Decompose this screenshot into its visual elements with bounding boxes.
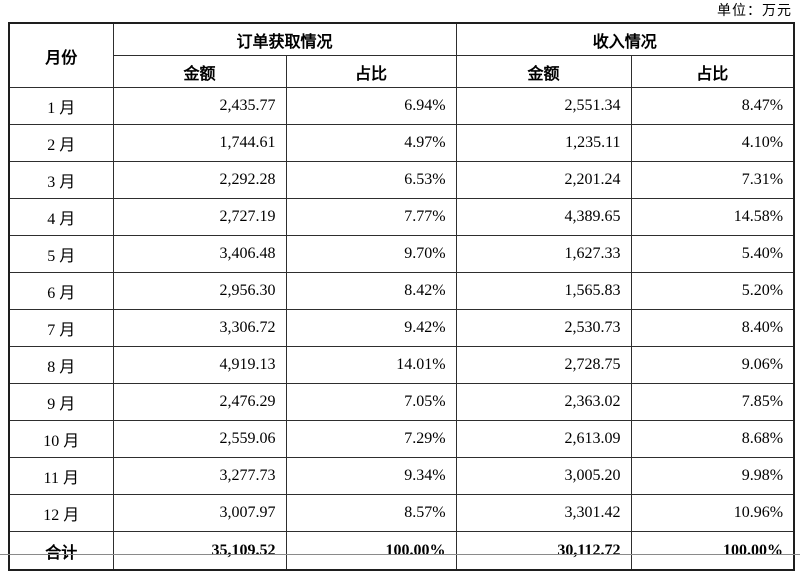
- income-amount-cell: 1,627.33: [455, 235, 632, 273]
- order-amount-cell: 2,559.06: [112, 420, 287, 458]
- page-bottom-rule: [0, 554, 800, 555]
- income-amount-cell: 1,565.83: [455, 272, 632, 310]
- table-row: 3 月 2,292.28 6.53% 2,201.24 7.31%: [8, 161, 795, 199]
- income-ratio-cell: 9.98%: [630, 457, 795, 495]
- total-income-ratio-cell: 100.00%: [630, 531, 795, 571]
- month-cell: 11 月: [8, 457, 114, 495]
- income-amount-cell: 2,201.24: [455, 161, 632, 199]
- table-row: 10 月 2,559.06 7.29% 2,613.09 8.68%: [8, 420, 795, 458]
- order-amount-cell: 3,306.72: [112, 309, 287, 347]
- table-row: 1 月 2,435.77 6.94% 2,551.34 8.47%: [8, 87, 795, 125]
- header-row-sub: 金额 占比 金额 占比: [9, 55, 795, 88]
- order-amount-cell: 3,406.48: [112, 235, 287, 273]
- header-month: 月份: [8, 22, 114, 88]
- month-cell: 10 月: [8, 420, 114, 458]
- order-ratio-cell: 6.53%: [285, 161, 457, 199]
- income-amount-cell: 2,613.09: [455, 420, 632, 458]
- table-row: 4 月 2,727.19 7.77% 4,389.65 14.58%: [8, 198, 795, 236]
- header-row-groups: 月份 订单获取情况 收入情况: [8, 22, 795, 88]
- order-amount-cell: 3,007.97: [112, 494, 287, 532]
- order-ratio-cell: 8.42%: [285, 272, 457, 310]
- order-amount-cell: 2,956.30: [112, 272, 287, 310]
- month-cell: 6 月: [8, 272, 114, 310]
- income-amount-cell: 2,530.73: [455, 309, 632, 347]
- order-ratio-cell: 9.70%: [285, 235, 457, 273]
- income-ratio-cell: 5.40%: [630, 235, 795, 273]
- month-cell: 5 月: [8, 235, 114, 273]
- month-cell: 7 月: [8, 309, 114, 347]
- month-cell: 8 月: [8, 346, 114, 384]
- header-order-ratio: 占比: [285, 55, 457, 88]
- income-ratio-cell: 7.31%: [630, 161, 795, 199]
- order-amount-cell: 4,919.13: [112, 346, 287, 384]
- income-amount-cell: 2,363.02: [455, 383, 632, 421]
- order-ratio-cell: 14.01%: [285, 346, 457, 384]
- header-income-group: 收入情况: [455, 22, 795, 56]
- income-ratio-cell: 8.47%: [630, 87, 795, 125]
- table-row: 12 月 3,007.97 8.57% 3,301.42 10.96%: [8, 494, 795, 532]
- month-cell: 4 月: [8, 198, 114, 236]
- income-ratio-cell: 10.96%: [630, 494, 795, 532]
- order-ratio-cell: 7.77%: [285, 198, 457, 236]
- total-income-amount-cell: 30,112.72: [455, 531, 632, 571]
- month-cell: 3 月: [8, 161, 114, 199]
- income-ratio-cell: 7.85%: [630, 383, 795, 421]
- order-amount-cell: 2,435.77: [112, 87, 287, 125]
- month-cell: 9 月: [8, 383, 114, 421]
- order-amount-cell: 2,727.19: [112, 198, 287, 236]
- table-row: 7 月 3,306.72 9.42% 2,530.73 8.40%: [8, 309, 795, 347]
- order-amount-cell: 1,744.61: [112, 124, 287, 162]
- income-ratio-cell: 14.58%: [630, 198, 795, 236]
- total-order-ratio-cell: 100.00%: [285, 531, 457, 571]
- income-amount-cell: 4,389.65: [455, 198, 632, 236]
- income-amount-cell: 3,005.20: [455, 457, 632, 495]
- income-amount-cell: 2,728.75: [455, 346, 632, 384]
- month-cell: 12 月: [8, 494, 114, 532]
- order-amount-cell: 2,476.29: [112, 383, 287, 421]
- table-row: 6 月 2,956.30 8.42% 1,565.83 5.20%: [8, 272, 795, 310]
- income-ratio-cell: 8.68%: [630, 420, 795, 458]
- income-ratio-cell: 5.20%: [630, 272, 795, 310]
- order-ratio-cell: 7.05%: [285, 383, 457, 421]
- total-order-amount-cell: 35,109.52: [112, 531, 287, 571]
- income-ratio-cell: 9.06%: [630, 346, 795, 384]
- table-row: 5 月 3,406.48 9.70% 1,627.33 5.40%: [8, 235, 795, 273]
- header-income-ratio: 占比: [630, 55, 795, 88]
- month-cell: 1 月: [8, 87, 114, 125]
- order-amount-cell: 2,292.28: [112, 161, 287, 199]
- header-order-amount: 金额: [112, 55, 287, 88]
- unit-label: 单位：万元: [717, 4, 792, 19]
- order-ratio-cell: 9.42%: [285, 309, 457, 347]
- monthly-order-income-table: 月份 订单获取情况 收入情况 金额 占比 金额 占比 1 月 2,435.77 …: [8, 22, 796, 571]
- order-ratio-cell: 8.57%: [285, 494, 457, 532]
- order-ratio-cell: 6.94%: [285, 87, 457, 125]
- header-income-amount: 金额: [455, 55, 632, 88]
- table-row: 11 月 3,277.73 9.34% 3,005.20 9.98%: [8, 457, 795, 495]
- order-ratio-cell: 4.97%: [285, 124, 457, 162]
- income-amount-cell: 3,301.42: [455, 494, 632, 532]
- order-amount-cell: 3,277.73: [112, 457, 287, 495]
- income-ratio-cell: 4.10%: [630, 124, 795, 162]
- income-amount-cell: 1,235.11: [455, 124, 632, 162]
- table-row: 8 月 4,919.13 14.01% 2,728.75 9.06%: [8, 346, 795, 384]
- table-row: 2 月 1,744.61 4.97% 1,235.11 4.10%: [8, 124, 795, 162]
- table-row: 9 月 2,476.29 7.05% 2,363.02 7.85%: [8, 383, 795, 421]
- header-order-group: 订单获取情况: [112, 22, 457, 56]
- order-ratio-cell: 7.29%: [285, 420, 457, 458]
- month-cell: 2 月: [8, 124, 114, 162]
- total-row: 合计 35,109.52 100.00% 30,112.72 100.00%: [8, 531, 795, 571]
- income-amount-cell: 2,551.34: [455, 87, 632, 125]
- total-label-cell: 合计: [8, 531, 114, 571]
- income-ratio-cell: 8.40%: [630, 309, 795, 347]
- order-ratio-cell: 9.34%: [285, 457, 457, 495]
